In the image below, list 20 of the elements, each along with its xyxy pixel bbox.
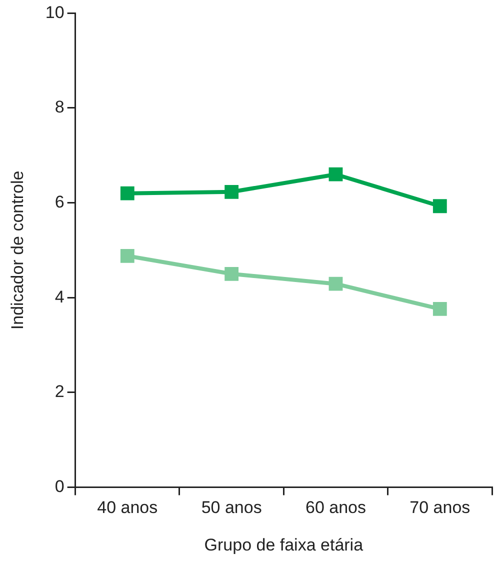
x-axis-title: Grupo de faixa etária bbox=[204, 535, 364, 554]
point bbox=[432, 302, 447, 316]
y-tick-label: 0 bbox=[54, 476, 64, 496]
x-tick-label: 70 anos bbox=[410, 498, 470, 518]
x-tick-label: 40 anos bbox=[97, 498, 158, 518]
y-tick-label: 4 bbox=[54, 287, 64, 306]
y-tick-label: 10 bbox=[45, 2, 64, 22]
point bbox=[120, 248, 134, 263]
point bbox=[120, 186, 134, 200]
x-tick-label: 50 anos bbox=[201, 498, 262, 518]
point bbox=[224, 184, 239, 199]
y-axis-title: Indicador de controle bbox=[8, 170, 27, 330]
point bbox=[328, 276, 343, 291]
x-tick-label: 60 anos bbox=[305, 498, 366, 518]
y-tick-label: 2 bbox=[54, 382, 64, 402]
y-tick-label: 6 bbox=[54, 192, 64, 212]
y-tick-label: 8 bbox=[54, 98, 64, 117]
point bbox=[432, 199, 447, 214]
point bbox=[328, 167, 343, 182]
point bbox=[224, 266, 239, 281]
